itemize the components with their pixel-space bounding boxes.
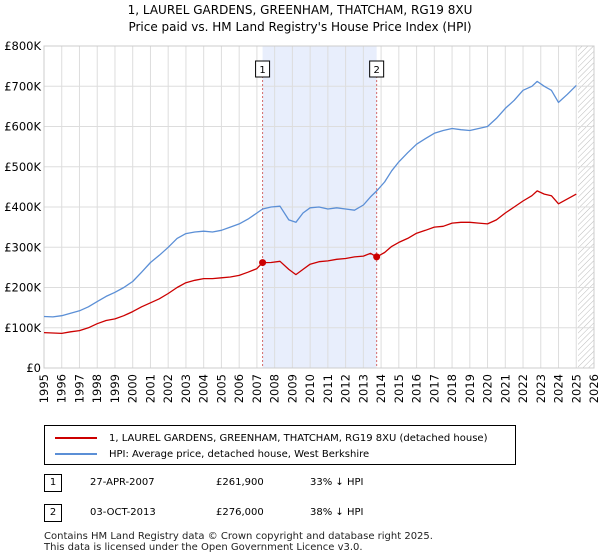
x-tick-label: 1999 — [108, 374, 122, 403]
chart-subtitle: Price paid vs. HM Land Registry's House … — [128, 20, 471, 34]
x-tick-label: 2023 — [534, 374, 548, 403]
x-tick-label: 2014 — [374, 374, 388, 403]
sale-point — [259, 259, 267, 267]
x-tick-label: 2004 — [197, 374, 211, 403]
hpi-series-line — [43, 80, 577, 318]
x-tick-label: 2015 — [392, 374, 406, 403]
y-tick-label: £300K — [4, 240, 41, 254]
x-tick-label: 2017 — [427, 374, 441, 403]
plot-frame — [43, 45, 595, 369]
transaction-price: £261,900 — [216, 477, 264, 488]
transaction-hpi-diff: 38% ↓ HPI — [310, 507, 364, 518]
x-tick-label: 2021 — [498, 374, 512, 403]
transaction-price: £276,000 — [216, 507, 264, 518]
footer-copyright: Contains HM Land Registry data © Crown c… — [44, 531, 433, 542]
x-tick-label: 2012 — [339, 374, 353, 403]
legend: 1, LAUREL GARDENS, GREENHAM, THATCHAM, R… — [44, 425, 516, 465]
transaction-row-1: 1 27-APR-2007 £261,900 33% ↓ HPI — [44, 474, 464, 494]
y-tick-label: £200K — [4, 281, 41, 295]
x-tick-label: 2011 — [321, 374, 335, 403]
sale-marker-box — [255, 60, 271, 78]
legend-item-property: 1, LAUREL GARDENS, GREENHAM, THATCHAM, R… — [55, 430, 487, 446]
x-tick-label: 2020 — [481, 374, 495, 403]
x-tick-label: 2022 — [516, 374, 530, 403]
legend-item-hpi: HPI: Average price, detached house, West… — [55, 446, 369, 462]
y-tick-label: £700K — [4, 79, 41, 93]
y-tick-label: £600K — [4, 120, 41, 134]
x-tick-label: 2024 — [552, 374, 566, 403]
x-tick-label: 2008 — [268, 374, 282, 403]
property-series-line — [43, 190, 577, 335]
chart-title: 1, LAUREL GARDENS, GREENHAM, THATCHAM, R… — [128, 3, 473, 17]
x-tick-label: 2009 — [285, 374, 299, 403]
x-tick-label: 2018 — [445, 374, 459, 403]
sale-marker-label: 2 — [373, 65, 379, 76]
x-tick-label: 2025 — [569, 374, 583, 403]
y-tick-label: £400K — [4, 200, 41, 214]
x-tick-label: 1996 — [55, 374, 69, 403]
sale-point — [373, 253, 381, 261]
x-tick-label: 2007 — [250, 374, 264, 403]
sale-marker-label: 1 — [259, 65, 265, 76]
transaction-number: 2 — [44, 504, 62, 522]
y-tick-label: £0 — [26, 361, 41, 375]
y-tick-label: £500K — [4, 160, 41, 174]
x-tick-label: 2002 — [161, 374, 175, 403]
legend-swatch-property — [55, 437, 97, 439]
y-tick-label: £100K — [4, 321, 41, 335]
footer-licence: This data is licensed under the Open Gov… — [44, 542, 363, 553]
x-tick-label: 2019 — [463, 374, 477, 403]
legend-label-hpi: HPI: Average price, detached house, West… — [109, 448, 370, 460]
x-tick-label: 2001 — [143, 374, 157, 403]
transaction-row-2: 2 03-OCT-2013 £276,000 38% ↓ HPI — [44, 504, 464, 524]
x-tick-label: 2006 — [232, 374, 246, 403]
x-tick-label: 1997 — [72, 374, 86, 403]
x-tick-label: 2000 — [126, 374, 140, 403]
price-chart: 1, LAUREL GARDENS, GREENHAM, THATCHAM, R… — [4, 3, 600, 403]
x-tick-label: 2026 — [587, 374, 600, 403]
footer: Contains HM Land Registry data © Crown c… — [44, 531, 433, 553]
transaction-date: 27-APR-2007 — [90, 477, 155, 488]
legend-swatch-hpi — [55, 453, 97, 455]
legend-label-property: 1, LAUREL GARDENS, GREENHAM, THATCHAM, R… — [109, 432, 488, 444]
transaction-hpi-diff: 33% ↓ HPI — [310, 477, 364, 488]
x-tick-label: 1995 — [37, 374, 51, 403]
transaction-number: 1 — [44, 474, 62, 492]
x-tick-label: 1998 — [90, 374, 104, 403]
transaction-date: 03-OCT-2013 — [90, 507, 156, 518]
y-tick-label: £800K — [4, 39, 41, 53]
x-tick-label: 2016 — [410, 374, 424, 403]
x-tick-label: 2013 — [356, 374, 370, 403]
x-tick-label: 2005 — [214, 374, 228, 403]
sale-marker-box — [369, 60, 385, 78]
x-tick-label: 2003 — [179, 374, 193, 403]
x-tick-label: 2010 — [303, 374, 317, 403]
